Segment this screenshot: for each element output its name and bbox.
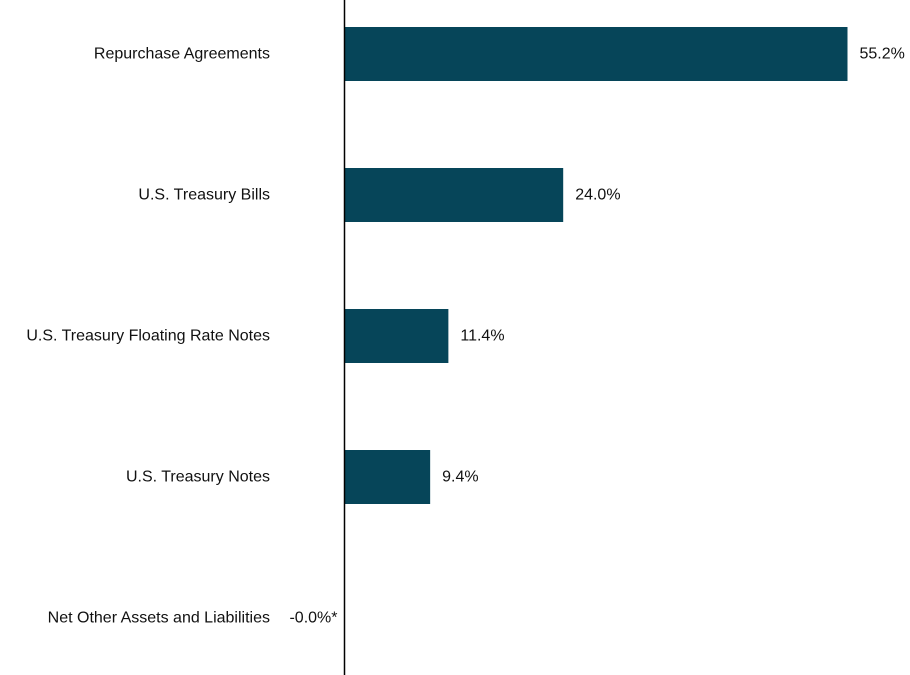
value-label-4: -0.0%* — [289, 610, 337, 627]
category-label-0: Repurchase Agreements — [94, 46, 270, 63]
category-label-1: U.S. Treasury Bills — [138, 187, 270, 204]
value-label-3: 9.4% — [442, 469, 478, 486]
bar-1 — [344, 168, 564, 222]
bars-layer — [344, 27, 848, 504]
category-label-2: U.S. Treasury Floating Rate Notes — [26, 328, 270, 345]
labels-layer: Repurchase Agreements 55.2% U.S. Treasury … — [26, 46, 905, 627]
value-label-2: 11.4% — [460, 328, 504, 345]
category-label-4: Net Other Assets and Liabilities — [48, 610, 270, 627]
bar-0 — [344, 27, 848, 81]
bar-2 — [344, 309, 449, 363]
category-label-3: U.S. Treasury Notes — [126, 469, 270, 486]
value-label-1: 24.0% — [575, 187, 620, 204]
value-label-0: 55.2% — [860, 46, 905, 63]
bar-3 — [344, 450, 431, 504]
